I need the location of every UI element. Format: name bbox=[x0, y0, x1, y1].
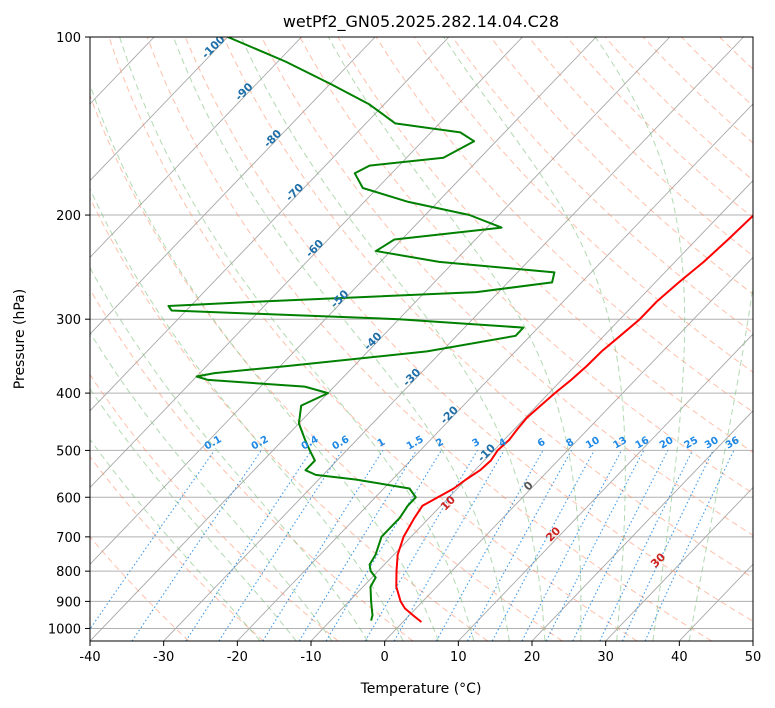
y-tick-label: 1000 bbox=[48, 622, 81, 637]
moist-adiabat-line bbox=[594, 37, 686, 641]
isotherm-line bbox=[237, 103, 753, 641]
dry-adiabat-line bbox=[108, 37, 638, 641]
mixing-ratio-line bbox=[131, 450, 262, 641]
x-tick-label: 50 bbox=[745, 650, 762, 665]
moist-adiabat-line bbox=[327, 37, 582, 641]
moist-adiabat-line bbox=[240, 37, 546, 641]
mixing-ratio-label: 2 bbox=[434, 437, 446, 450]
moist-adiabat-line bbox=[90, 331, 333, 641]
y-tick-label: 200 bbox=[56, 209, 81, 224]
moist-adiabat-line bbox=[90, 438, 261, 641]
dry-adiabat-line bbox=[146, 37, 712, 641]
dry-adiabat-line bbox=[90, 455, 264, 641]
y-tick-label: 700 bbox=[56, 531, 81, 546]
grid-layer bbox=[90, 37, 753, 641]
isotherm-line bbox=[90, 37, 523, 489]
isotherm-line bbox=[605, 486, 753, 641]
x-tick-label: -40 bbox=[79, 650, 100, 665]
mixing-ratio-line bbox=[545, 450, 645, 641]
moist-adiabat-line bbox=[172, 37, 510, 641]
dry-adiabat-line bbox=[90, 196, 488, 641]
isotherm-line bbox=[163, 37, 744, 641]
mixing-ratio-line bbox=[218, 450, 343, 641]
mixing-ratio-label: 8 bbox=[564, 437, 576, 450]
isotherm-line bbox=[384, 256, 753, 641]
x-tick-label: -20 bbox=[227, 650, 248, 665]
x-tick-label: 20 bbox=[524, 650, 541, 665]
mixing-ratio-line bbox=[298, 450, 417, 641]
dry-adiabat-line bbox=[490, 37, 753, 295]
mixing-ratio-line bbox=[185, 450, 312, 641]
moist-adiabat-line bbox=[119, 37, 475, 641]
dry-adiabat-line bbox=[184, 37, 753, 622]
y-tick-label: 800 bbox=[56, 565, 81, 580]
dry-adiabat-line bbox=[375, 37, 753, 413]
y-tick-label: 600 bbox=[56, 491, 81, 506]
mixing-ratio-label: 6 bbox=[536, 437, 548, 450]
mixing-ratio-line bbox=[572, 450, 669, 641]
isotherm-line bbox=[90, 37, 671, 641]
mixing-ratio-line bbox=[467, 450, 572, 641]
mixing-ratio-label: 4 bbox=[497, 437, 509, 450]
axis-layer: -40 -30 -20 -10 0 10 20 30 40 50 100 200 300 400 500 60… bbox=[48, 31, 761, 665]
x-tick-label: 0 bbox=[381, 650, 389, 665]
dewpoint-line bbox=[167, 37, 556, 621]
x-tick-label: 30 bbox=[597, 650, 614, 665]
y-tick-label: 900 bbox=[56, 595, 81, 610]
isotherm-line bbox=[90, 37, 376, 335]
moist-adiabat-line bbox=[90, 266, 369, 641]
y-tick-label: 300 bbox=[56, 313, 81, 328]
mixing-ratio-label: 1 bbox=[376, 437, 388, 450]
x-tick-label: -30 bbox=[153, 650, 174, 665]
series-layer bbox=[167, 37, 753, 623]
isotherm-line bbox=[531, 410, 753, 641]
chart-title: wetPf2_GN05.2025.282.14.04.C28 bbox=[283, 12, 559, 32]
isotherm-line bbox=[90, 37, 229, 182]
moist-adiabat-line bbox=[443, 37, 626, 641]
isotherm-line bbox=[90, 37, 450, 412]
x-axis-label: Temperature (°C) bbox=[360, 681, 482, 697]
isotherm-line bbox=[90, 37, 302, 258]
x-tick-label: -10 bbox=[300, 650, 321, 665]
isotherm-line bbox=[458, 333, 753, 641]
mixing-ratio-label: 3 bbox=[470, 437, 482, 450]
mixing-ratio-line bbox=[491, 450, 595, 641]
moist-adiabat-line bbox=[688, 283, 753, 641]
moist-adiabat-line bbox=[90, 83, 439, 641]
x-tick-label: 10 bbox=[450, 650, 467, 665]
y-tick-label: 400 bbox=[56, 387, 81, 402]
y-axis-label: Pressure (hPa) bbox=[12, 289, 28, 389]
dry-adiabat-line bbox=[90, 288, 414, 641]
y-tick-label: 100 bbox=[56, 31, 81, 46]
plot-frame bbox=[89, 36, 754, 642]
dry-adiabat-line bbox=[413, 37, 753, 373]
mixing-ratio-line bbox=[90, 450, 215, 631]
moist-adiabat-line bbox=[90, 387, 297, 641]
isotherm-line bbox=[90, 37, 597, 565]
mixing-ratio-line bbox=[435, 450, 544, 641]
dry-adiabat-line bbox=[451, 37, 753, 334]
y-tick-label: 500 bbox=[56, 444, 81, 459]
temperature-line bbox=[395, 214, 753, 623]
dry-adiabat-line bbox=[90, 94, 563, 641]
x-tick-label: 40 bbox=[671, 650, 688, 665]
